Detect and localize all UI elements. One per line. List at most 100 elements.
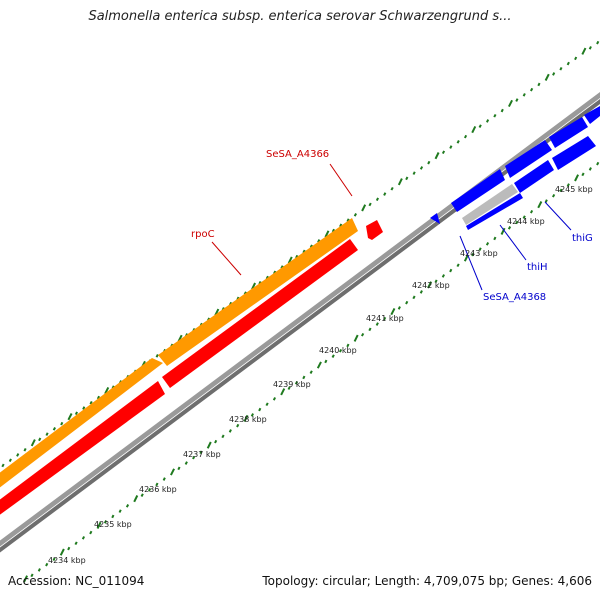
inner-track-tick	[221, 434, 225, 439]
outer-track-tick	[463, 134, 468, 139]
inner-track-tick	[405, 300, 409, 305]
gene-blue-b[interactable]	[505, 140, 552, 178]
inner-track-tick	[574, 174, 579, 182]
inner-track-tick	[383, 316, 387, 321]
inner-track-tick	[147, 487, 152, 492]
inner-track-tick	[37, 568, 41, 572]
outer-track-tick	[38, 437, 42, 442]
outer-track-tick	[383, 192, 387, 196]
inner-track-tick	[199, 450, 203, 455]
inner-track-tick	[537, 201, 543, 209]
inner-track-tick	[155, 482, 159, 487]
inner-track-tick	[192, 455, 196, 460]
outer-track-tick	[405, 176, 409, 181]
inner-track-tick	[287, 386, 291, 390]
gene-blue-a[interactable]	[451, 169, 505, 212]
outer-track-tick	[522, 93, 526, 97]
inner-track-tick	[214, 439, 218, 444]
outer-track-tick	[427, 160, 431, 165]
inner-track-tick	[111, 514, 115, 519]
outer-track-tick	[419, 166, 424, 170]
inner-track-tick	[162, 477, 166, 481]
inner-tick-track	[23, 161, 600, 583]
label-thih[interactable]: thiH	[527, 262, 548, 273]
inner-track-tick	[280, 388, 286, 396]
outer-track-tick	[74, 411, 79, 416]
outer-track-tick	[375, 197, 380, 202]
label-rpoc[interactable]: rpoC	[191, 229, 215, 240]
inner-track-tick	[412, 295, 416, 300]
inner-track-tick	[346, 343, 350, 348]
inner-track-tick	[140, 493, 144, 497]
inner-track-tick	[544, 199, 548, 203]
inner-track-tick	[74, 541, 78, 546]
inner-track-tick	[581, 172, 585, 177]
outer-track-tick	[456, 140, 460, 144]
gene-rpoc-forward-a[interactable]	[0, 358, 163, 495]
inner-track-tick	[118, 509, 122, 513]
gene-thih-partial[interactable]	[462, 184, 518, 225]
outer-track-tick	[588, 46, 592, 50]
outer-track-tick	[596, 40, 600, 45]
ruler-label-4238: 4238 kbp	[229, 415, 267, 424]
gene-thig[interactable]	[552, 136, 596, 170]
outer-track-tick	[251, 282, 256, 290]
inner-track-tick	[59, 548, 65, 556]
inner-track-tick	[456, 263, 460, 268]
outer-track-tick	[82, 406, 86, 410]
gene-sesa-a4366[interactable]	[366, 220, 383, 240]
gene-sesa-a4368[interactable]	[430, 213, 440, 224]
inner-track-tick	[89, 530, 93, 535]
outer-track-tick	[60, 421, 64, 426]
outer-track-tick	[508, 99, 513, 108]
outer-track-tick	[287, 256, 293, 264]
inner-track-tick	[206, 441, 212, 449]
gene-blue-f[interactable]	[466, 193, 523, 230]
inner-track-tick	[81, 536, 86, 540]
inner-track-tick	[390, 307, 396, 316]
label-thig[interactable]: thiG	[572, 233, 593, 244]
inner-track-tick	[353, 334, 359, 342]
label-line-thih	[499, 224, 527, 261]
gene-blue-c[interactable]	[549, 117, 588, 148]
inner-track-tick	[23, 575, 28, 583]
inner-track-tick	[338, 348, 343, 353]
inner-track-tick	[236, 423, 240, 428]
outer-track-tick	[324, 230, 330, 238]
inner-track-tick	[272, 397, 277, 401]
label-sesa-a4368[interactable]: SeSA_A4368	[483, 292, 546, 303]
inner-track-tick	[441, 274, 445, 278]
inner-track-tick	[449, 268, 453, 273]
inner-track-tick	[265, 402, 269, 407]
gene-rpoc-forward-b[interactable]	[158, 218, 358, 366]
gene-blue-e[interactable]	[514, 160, 554, 193]
gene-red-b[interactable]	[162, 239, 358, 388]
gene-blue-d[interactable]	[584, 106, 600, 124]
outer-track-tick	[16, 453, 20, 457]
ruler-label-4242: 4242 kbp	[412, 281, 450, 290]
outer-track-tick	[30, 439, 36, 447]
inner-track-tick	[434, 279, 438, 284]
gene-red-a[interactable]	[0, 381, 165, 522]
inner-track-tick	[515, 220, 519, 225]
outer-track-tick	[331, 228, 335, 233]
outer-track-tick	[368, 202, 372, 207]
backbone-lower	[0, 99, 600, 553]
inner-track-tick	[500, 227, 506, 235]
inner-track-tick	[552, 193, 556, 198]
inner-track-tick	[309, 370, 313, 374]
ruler-label-4239: 4239 kbp	[273, 380, 311, 389]
label-sesa-a4366[interactable]: SeSA_A4366	[266, 149, 329, 160]
inner-track-tick	[316, 361, 322, 369]
inner-track-tick	[177, 466, 181, 471]
outer-track-tick	[8, 458, 12, 463]
inner-track-tick	[125, 504, 130, 508]
outer-track-tick	[530, 87, 534, 92]
label-line-rpoc	[211, 241, 242, 276]
inner-track-tick	[30, 573, 34, 578]
ruler-label-4235: 4235 kbp	[94, 520, 132, 529]
outer-track-tick	[434, 152, 440, 160]
inner-track-tick	[103, 520, 108, 524]
inner-track-tick	[566, 183, 570, 187]
